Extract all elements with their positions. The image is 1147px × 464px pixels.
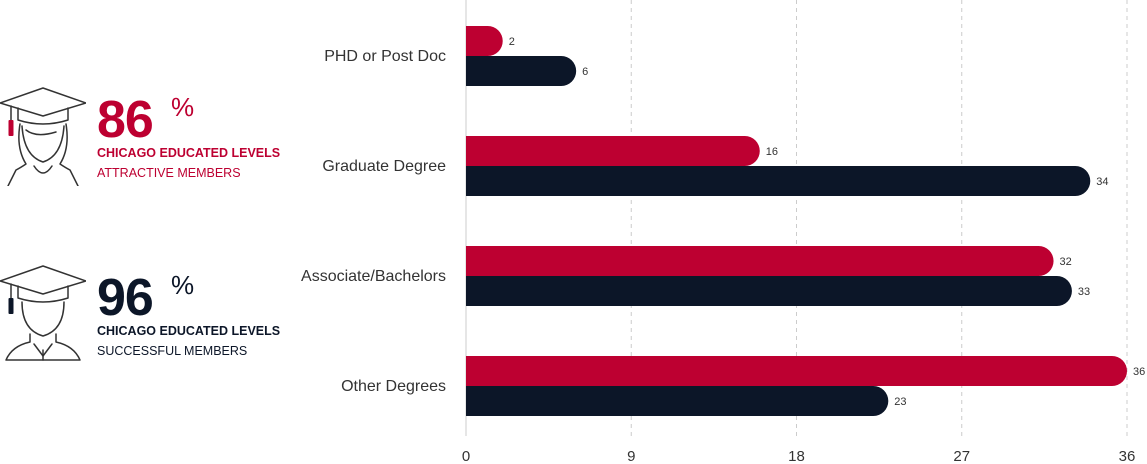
data-label: 34 (1096, 176, 1108, 188)
x-tick-label: 18 (788, 448, 805, 464)
category-label: PHD or Post Doc (324, 48, 446, 65)
category-label: Associate/Bachelors (301, 268, 446, 285)
data-label: 36 (1133, 366, 1145, 378)
legend-attractive: 86% CHICAGO EDUCATED LEVELS ATTRACTIVE M… (0, 86, 300, 186)
bar (466, 56, 577, 86)
bar (466, 136, 760, 166)
bar (466, 246, 1054, 276)
data-label: 2 (509, 36, 515, 48)
percent-sign: % (171, 92, 194, 122)
data-label: 32 (1060, 256, 1072, 268)
female-graduate-icon (0, 87, 86, 186)
category-label: Other Degrees (341, 378, 446, 395)
bar (466, 276, 1072, 306)
bar (466, 26, 503, 56)
attractive-percent: 86% (97, 91, 194, 149)
legend-successful: 96% CHICAGO EDUCATED LEVELS SUCCESSFUL M… (0, 264, 300, 364)
bar (466, 386, 889, 416)
data-label: 6 (582, 66, 588, 78)
attractive-subtitle: ATTRACTIVE MEMBERS (97, 166, 241, 180)
x-tick-label: 0 (462, 448, 470, 464)
x-tick-label: 36 (1119, 448, 1136, 464)
x-tick-label: 9 (627, 448, 635, 464)
bar (466, 356, 1127, 386)
category-label: Graduate Degree (322, 158, 446, 175)
attractive-title: CHICAGO EDUCATED LEVELS (97, 146, 281, 160)
percent-sign: % (171, 270, 194, 300)
successful-subtitle: SUCCESSFUL MEMBERS (97, 344, 248, 358)
bar (466, 166, 1091, 196)
successful-percent: 96% (97, 269, 194, 327)
data-label: 33 (1078, 286, 1090, 298)
data-label: 23 (894, 396, 906, 408)
male-graduate-icon (0, 265, 86, 361)
x-tick-label: 27 (953, 448, 970, 464)
successful-title: CHICAGO EDUCATED LEVELS (97, 324, 281, 338)
data-label: 16 (766, 146, 778, 158)
